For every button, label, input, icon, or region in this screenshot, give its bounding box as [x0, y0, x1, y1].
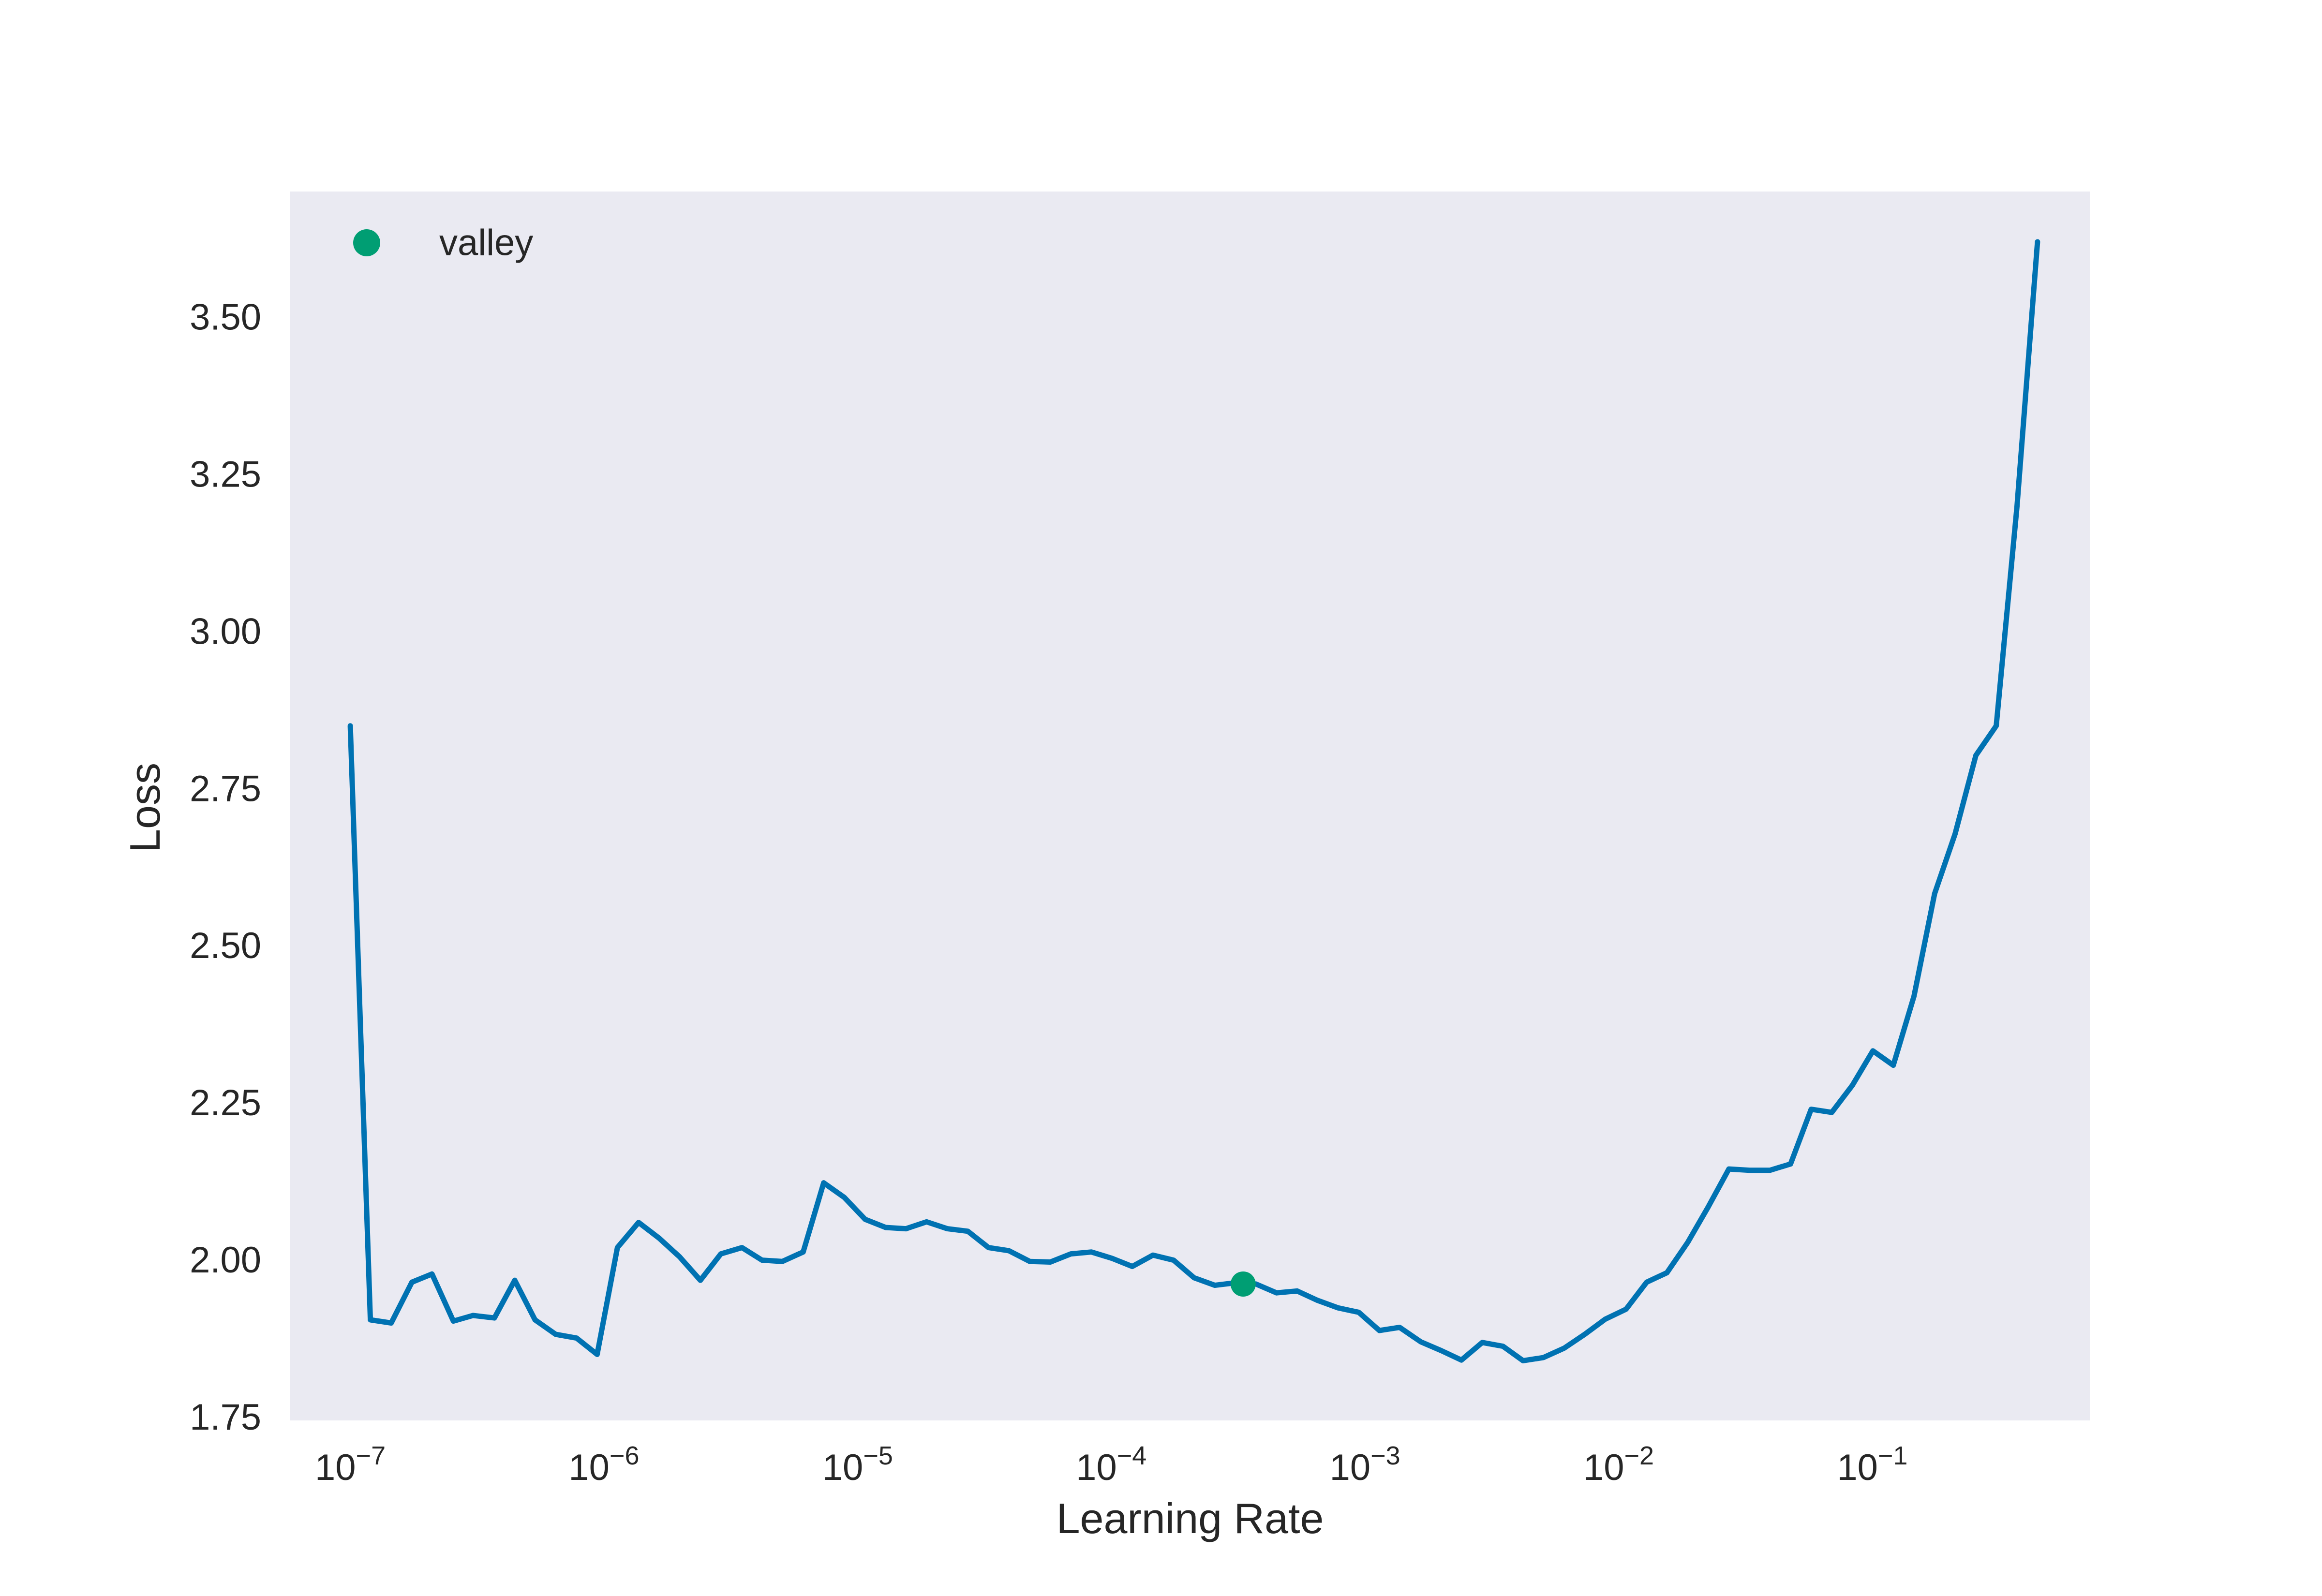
x-tick-label: 10−1	[1837, 1441, 1907, 1488]
x-tick-exponent: −6	[610, 1441, 640, 1470]
valley-point-marker	[1230, 1271, 1256, 1297]
x-tick-exponent: −4	[1117, 1441, 1147, 1470]
y-axis-ticks: 1.75 2.00 2.25 2.50 2.75 3.00 3.25 3.50	[190, 296, 261, 1438]
y-tick-label: 2.00	[190, 1240, 261, 1281]
x-tick-exponent: −1	[1878, 1441, 1908, 1470]
legend-valley-label: valley	[439, 222, 533, 264]
legend: valley	[353, 222, 533, 264]
x-tick-base: 10	[1330, 1447, 1371, 1488]
y-tick-label: 3.50	[190, 296, 261, 338]
y-axis-title: Loss	[121, 763, 169, 853]
x-tick-exponent: −2	[1624, 1441, 1654, 1470]
legend-valley-marker	[353, 229, 380, 256]
x-tick-exponent: −5	[863, 1441, 893, 1470]
x-tick-exponent: −7	[356, 1441, 386, 1470]
x-tick-base: 10	[1076, 1447, 1117, 1488]
x-tick-base: 10	[822, 1447, 863, 1488]
x-axis-ticks: 10−7 10−6 10−5 10−4 10−3 10−2 10−1	[315, 1441, 1907, 1488]
x-tick-base: 10	[568, 1447, 610, 1488]
x-axis-title: Learning Rate	[1057, 1494, 1324, 1542]
loss-series-line	[347, 239, 2040, 1363]
x-tick-label: 10−5	[822, 1441, 893, 1488]
x-tick-label: 10−4	[1076, 1441, 1146, 1488]
y-tick-label: 3.00	[190, 611, 261, 652]
y-tick-label: 1.75	[190, 1397, 261, 1438]
x-tick-label: 10−3	[1330, 1441, 1400, 1488]
x-tick-exponent: −3	[1370, 1441, 1400, 1470]
plot-area	[290, 192, 2090, 1420]
x-tick-base: 10	[1837, 1447, 1878, 1488]
y-tick-label: 3.25	[190, 454, 261, 495]
y-tick-label: 2.50	[190, 925, 261, 966]
x-tick-label: 10−2	[1583, 1441, 1654, 1488]
y-tick-label: 2.25	[190, 1082, 261, 1123]
x-tick-label: 10−6	[568, 1441, 639, 1488]
x-tick-base: 10	[1583, 1447, 1624, 1488]
x-tick-base: 10	[315, 1447, 356, 1488]
y-tick-label: 2.75	[190, 768, 261, 809]
x-tick-label: 10−7	[315, 1441, 386, 1488]
